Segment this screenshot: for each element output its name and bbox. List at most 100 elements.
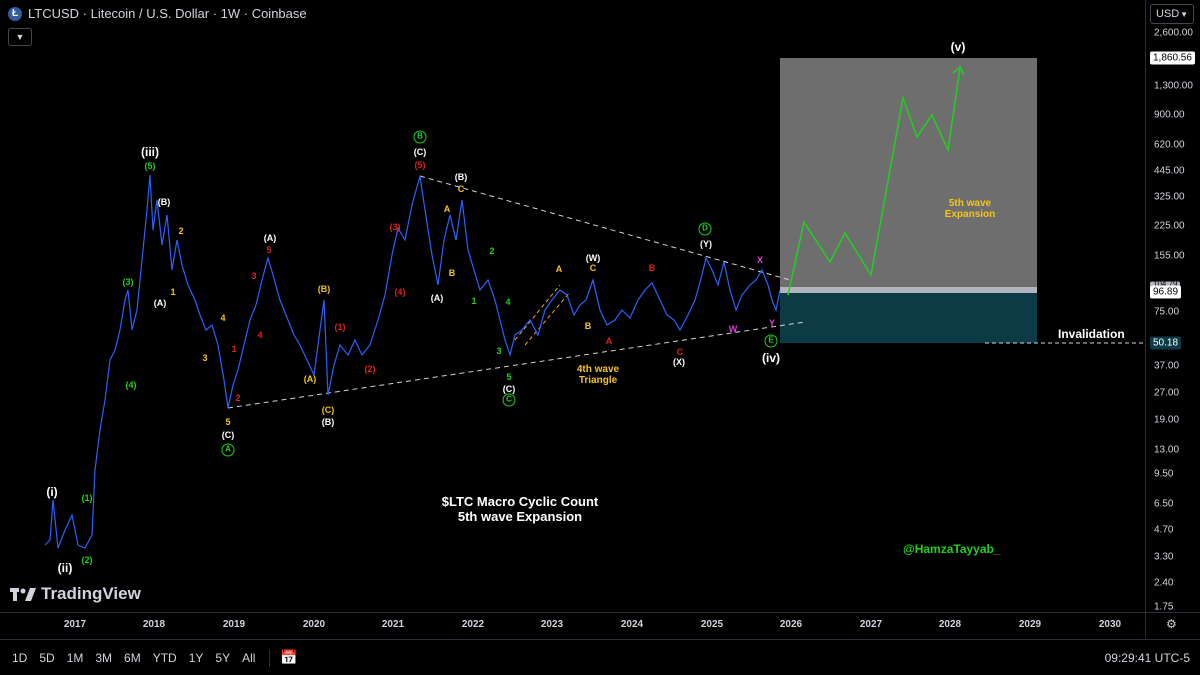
wave-label-D-circle: D: [698, 222, 712, 236]
timeframe-1y[interactable]: 1Y: [188, 650, 204, 665]
orange-channel-lower: [524, 291, 571, 346]
tradingview-icon: [10, 588, 36, 601]
year-label: 2019: [222, 619, 246, 630]
clock[interactable]: 09:29:41 UTC-5: [1104, 650, 1190, 665]
timeframe-ytd[interactable]: YTD: [152, 650, 177, 665]
price-tick: 13.00: [1154, 444, 1180, 456]
timeframe-1d[interactable]: 1D: [12, 650, 28, 665]
currency-label: USD: [1156, 8, 1180, 20]
yellow-4: 4: [220, 313, 226, 323]
price-chart[interactable]: [0, 0, 1145, 612]
date-range-icon[interactable]: 📅: [280, 649, 298, 665]
green-2: 2: [489, 246, 495, 256]
year-label: 2023: [540, 619, 564, 630]
current-price-band: [780, 287, 1037, 293]
triangle-lower-line: [227, 321, 806, 409]
invalidation-price-tag: 50.18: [1150, 336, 1182, 350]
yellow-3: 3: [202, 353, 208, 363]
target-zone-box: [780, 58, 1037, 288]
green-1: 1: [471, 296, 477, 306]
magenta-W: W: [728, 324, 738, 334]
timeframe-1m[interactable]: 1M: [66, 650, 84, 665]
year-label: 2028: [938, 619, 962, 630]
timeframe-all[interactable]: All: [242, 650, 256, 665]
currency-selector[interactable]: USD ▼: [1150, 4, 1194, 24]
yellow-C2: C: [589, 263, 597, 273]
wave-label-A3: (A): [430, 293, 444, 303]
red-1-a: 1: [231, 344, 237, 354]
axis-corner: ⚙: [1145, 612, 1200, 638]
symbol-title[interactable]: LTCUSD · Litecoin / U.S. Dollar · 1W · C…: [28, 6, 307, 21]
wave-label-Y: (Y): [700, 239, 712, 249]
litecoin-icon: Ł: [8, 6, 22, 21]
price-tick: 2,600.00: [1154, 27, 1193, 39]
wave-label-B1: (B): [157, 197, 171, 207]
price-tick: 225.00: [1154, 220, 1185, 232]
wave-label-B-yellow: (B): [317, 284, 331, 294]
price-tick: 37.00: [1154, 360, 1180, 372]
price-tick: 75.00: [1154, 306, 1180, 318]
price-tick: 325.00: [1154, 191, 1185, 203]
main-subtitle: 5th wave Expansion: [457, 509, 583, 524]
wave-label-ii: (ii): [57, 561, 73, 575]
year-label: 2027: [859, 619, 883, 630]
timeframe-5y[interactable]: 5Y: [215, 650, 231, 665]
timeframe-6m[interactable]: 6M: [124, 650, 141, 665]
time-axis[interactable]: 2017 2018 2019 2020 2021 2022 2023 2024 …: [0, 612, 1145, 638]
timeframe-5d[interactable]: 5D: [39, 650, 55, 665]
yellow-2: 2: [178, 226, 184, 236]
wave-label-E-circle: E: [764, 334, 778, 348]
timeframe-3m[interactable]: 3M: [95, 650, 113, 665]
wave-label-iv: (iv): [762, 351, 780, 365]
yellow-B2: B: [584, 321, 592, 331]
red-2-a: 2: [235, 393, 241, 403]
wave-label-1: (1): [81, 493, 93, 503]
gear-icon[interactable]: ⚙: [1166, 617, 1177, 631]
wave-label-4: (4): [125, 380, 137, 390]
collapse-button[interactable]: ▼: [8, 28, 32, 46]
price-tick: 19.00: [1154, 414, 1180, 426]
target-line2: Expansion: [944, 209, 996, 220]
wave-label-X: (X): [673, 357, 685, 367]
red-5-a: 5: [266, 245, 272, 255]
tradingview-logo[interactable]: TradingView: [10, 584, 141, 604]
price-tick: 1.75: [1154, 601, 1174, 613]
price-tick: 3.30: [1154, 551, 1174, 563]
main-title: $LTC Macro Cyclic Count: [441, 494, 599, 509]
green-4: 4: [505, 297, 511, 307]
price-tick: 9.50: [1154, 468, 1174, 480]
yellow-A2: A: [555, 264, 563, 274]
year-label: 2018: [142, 619, 166, 630]
main-annotation: $LTC Macro Cyclic Count 5th wave Expansi…: [420, 494, 620, 524]
year-label: 2029: [1018, 619, 1042, 630]
year-label: 2030: [1098, 619, 1122, 630]
chart-area[interactable]: Ł LTCUSD · Litecoin / U.S. Dollar · 1W ·…: [0, 0, 1145, 612]
wave-label-2: (2): [81, 555, 93, 565]
yellow-B: B: [448, 268, 456, 278]
invalidation-zone-box: [780, 293, 1037, 343]
invalidation-label: Invalidation: [1058, 327, 1125, 341]
wave-label-A-circle: A: [221, 443, 235, 457]
red-1-b: (1): [334, 322, 346, 332]
chart-header: Ł LTCUSD · Litecoin / U.S. Dollar · 1W ·…: [8, 6, 307, 21]
hidden-price-tag: 104.79: [1150, 281, 1181, 287]
price-tick: 900.00: [1154, 109, 1185, 121]
wave-label-C-yellow: (C): [321, 405, 335, 415]
price-tick: 155.00: [1154, 250, 1185, 262]
price-tick: 27.00: [1154, 387, 1180, 399]
wave-label-A-yellow: (A): [303, 374, 317, 384]
red-C: C: [676, 347, 684, 357]
year-label: 2025: [700, 619, 724, 630]
year-label: 2022: [461, 619, 485, 630]
price-tick: 445.00: [1154, 165, 1185, 177]
wave-label-3: (3): [122, 277, 134, 287]
yellow-A: A: [443, 204, 451, 214]
toolbar-divider: [269, 648, 271, 667]
red-3-a: 3: [251, 271, 257, 281]
orange-channel-upper: [514, 284, 561, 341]
yellow-1: 1: [170, 287, 176, 297]
bottom-toolbar: 1D 5D 1M 3M 6M YTD 1Y 5Y All 📅 09:29:41 …: [0, 639, 1200, 675]
year-label: 2026: [779, 619, 803, 630]
red-3-b: (3): [389, 222, 401, 232]
price-axis[interactable]: USD ▼ 2,600.00 1,860.56 1,300.00 900.00 …: [1145, 0, 1200, 613]
